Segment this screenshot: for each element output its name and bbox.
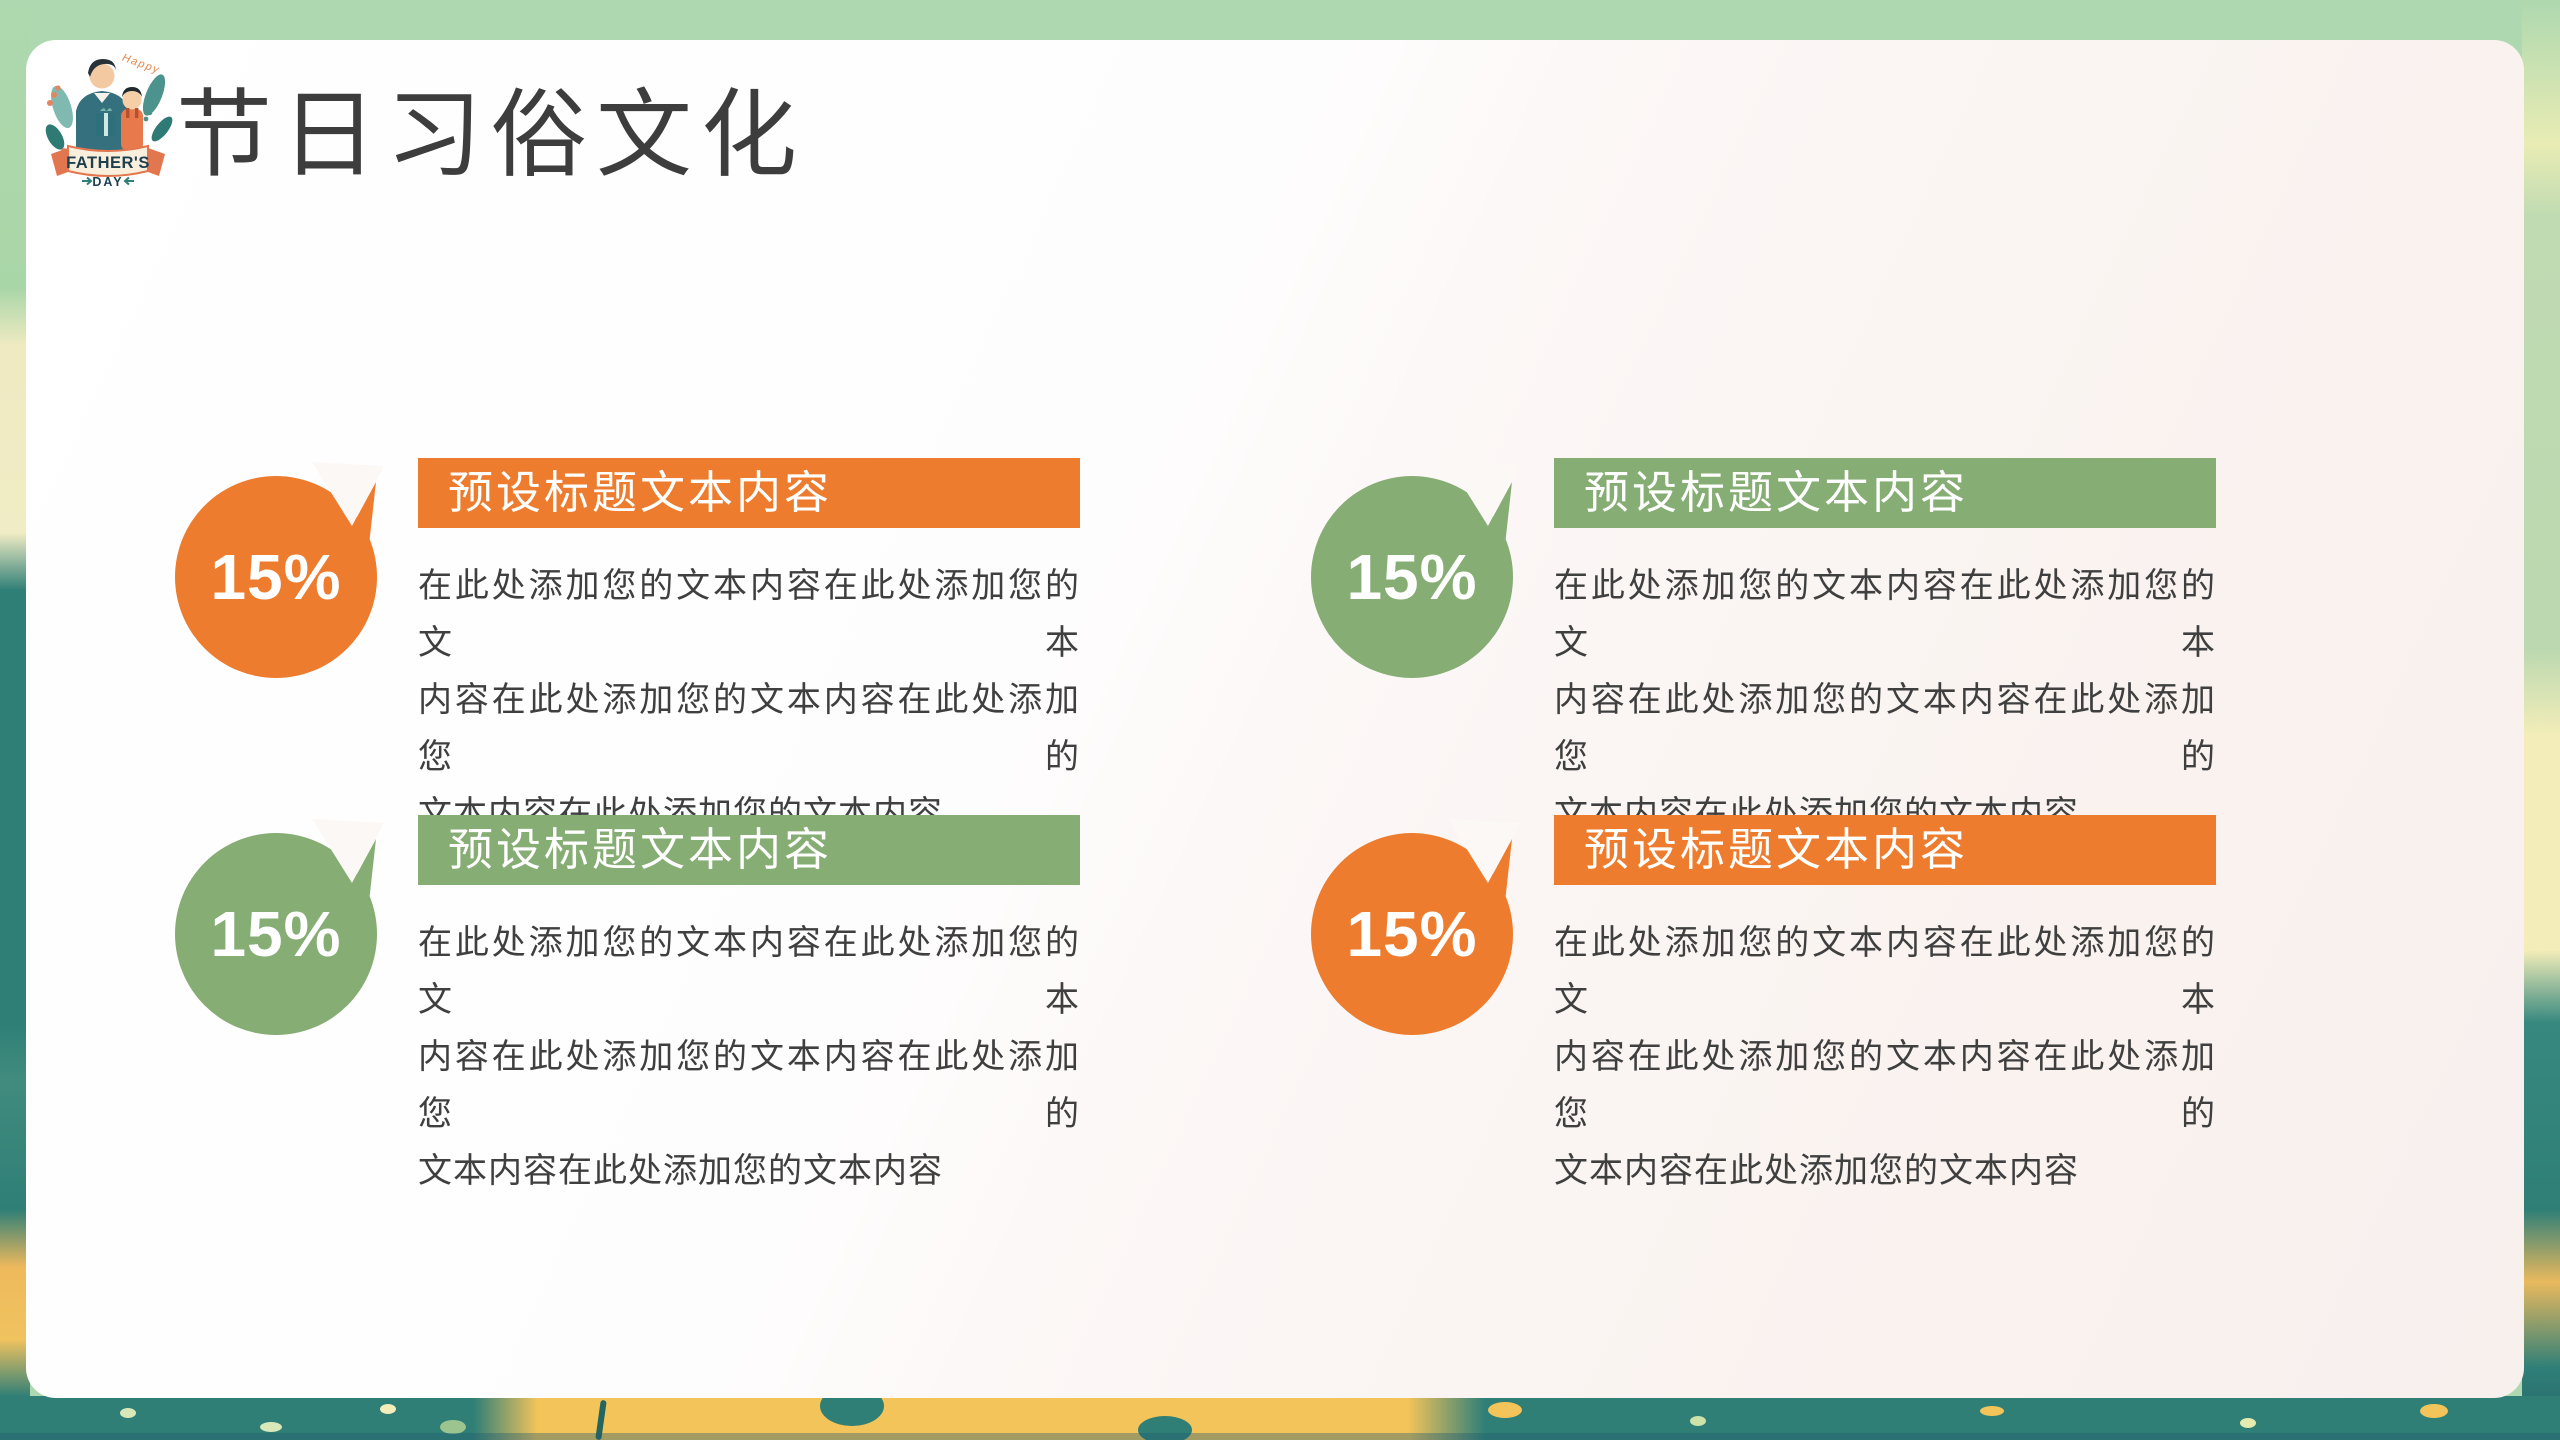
border-art-bottom xyxy=(0,1396,2560,1440)
block-heading-bar: 预设标题文本内容 xyxy=(1554,815,2216,885)
paint-speckle xyxy=(440,1420,466,1434)
paint-speckle xyxy=(2240,1418,2256,1428)
stat-block: 15% 预设标题文本内容 在此处添加您的文本内容在此处添加您的文本 内容在此处添… xyxy=(170,815,1080,1200)
paint-speckle xyxy=(260,1422,282,1432)
percent-badge: 15% xyxy=(1306,815,1536,1055)
paint-speckle xyxy=(1980,1406,2004,1416)
stat-block: 15% 预设标题文本内容 在此处添加您的文本内容在此处添加您的文本 内容在此处添… xyxy=(170,458,1080,843)
body-line: 内容在此处添加您的文本内容在此处添加您的 xyxy=(418,1038,1080,1133)
speech-bubble-icon xyxy=(1311,819,1520,1035)
logo-ribbon: FATHER'S xyxy=(51,144,165,177)
paint-speckle xyxy=(1690,1416,1706,1426)
block-content: 预设标题文本内容 在此处添加您的文本内容在此处添加您的文本 内容在此处添加您的文… xyxy=(418,458,1080,843)
logo-son xyxy=(121,87,143,151)
block-heading-label: 预设标题文本内容 xyxy=(1584,824,1969,875)
percent-badge: 15% xyxy=(1306,458,1536,698)
percent-badge: 15% xyxy=(170,815,400,1055)
block-body: 在此处添加您的文本内容在此处添加您的文本 内容在此处添加您的文本内容在此处添加您… xyxy=(1554,915,2216,1200)
paint-speckle xyxy=(380,1404,396,1414)
percent-value: 15% xyxy=(210,541,342,613)
block-heading-bar: 预设标题文本内容 xyxy=(418,458,1080,528)
stat-block: 15% 预设标题文本内容 在此处添加您的文本内容在此处添加您的文本 内容在此处添… xyxy=(1306,815,2216,1200)
block-body: 在此处添加您的文本内容在此处添加您的文本 内容在此处添加您的文本内容在此处添加您… xyxy=(418,558,1080,843)
body-line: 在此处添加您的文本内容在此处添加您的文本 xyxy=(1554,567,2216,662)
stat-block: 15% 预设标题文本内容 在此处添加您的文本内容在此处添加您的文本 内容在此处添… xyxy=(1306,458,2216,843)
speech-bubble-icon xyxy=(1311,462,1520,678)
body-line: 内容在此处添加您的文本内容在此处添加您的 xyxy=(1554,1038,2216,1133)
logo-gift xyxy=(96,108,115,136)
body-line: 文本内容在此处添加您的文本内容 xyxy=(1554,1152,2079,1190)
percent-value: 15% xyxy=(1346,541,1478,613)
body-line: 在此处添加您的文本内容在此处添加您的文本 xyxy=(1554,924,2216,1019)
paint-speckle xyxy=(2420,1404,2448,1418)
border-art-right xyxy=(2522,0,2560,1440)
block-heading-bar: 预设标题文本内容 xyxy=(1554,458,2216,528)
block-heading-label: 预设标题文本内容 xyxy=(1584,467,1969,518)
logo-leaves xyxy=(45,74,173,154)
speech-bubble-icon xyxy=(175,462,384,678)
border-art-left xyxy=(0,0,30,1440)
paint-blob xyxy=(820,1396,884,1426)
block-content: 预设标题文本内容 在此处添加您的文本内容在此处添加您的文本 内容在此处添加您的文… xyxy=(418,815,1080,1200)
percent-value: 15% xyxy=(1346,898,1478,970)
body-line: 在此处添加您的文本内容在此处添加您的文本 xyxy=(418,567,1080,662)
body-line: 在此处添加您的文本内容在此处添加您的文本 xyxy=(418,924,1080,1019)
block-heading-label: 预设标题文本内容 xyxy=(448,467,833,518)
percent-badge: 15% xyxy=(170,458,400,698)
block-body: 在此处添加您的文本内容在此处添加您的文本 内容在此处添加您的文本内容在此处添加您… xyxy=(418,915,1080,1200)
paint-blob xyxy=(1138,1416,1192,1440)
body-line: 内容在此处添加您的文本内容在此处添加您的 xyxy=(418,681,1080,776)
paint-speckle xyxy=(120,1408,136,1418)
block-heading-bar: 预设标题文本内容 xyxy=(418,815,1080,885)
slide-card xyxy=(26,40,2524,1398)
page-title: 节日习俗文化 xyxy=(176,82,806,189)
body-line: 内容在此处添加您的文本内容在此处添加您的 xyxy=(1554,681,2216,776)
speech-bubble-icon xyxy=(175,819,384,1035)
block-content: 预设标题文本内容 在此处添加您的文本内容在此处添加您的文本 内容在此处添加您的文… xyxy=(1554,458,2216,843)
logo-day-text: DAY xyxy=(92,175,123,188)
paint-blob xyxy=(595,1399,607,1440)
logo-banner-text: FATHER'S xyxy=(66,154,150,172)
block-body: 在此处添加您的文本内容在此处添加您的文本 内容在此处添加您的文本内容在此处添加您… xyxy=(1554,558,2216,843)
block-heading-label: 预设标题文本内容 xyxy=(448,824,833,875)
block-content: 预设标题文本内容 在此处添加您的文本内容在此处添加您的文本 内容在此处添加您的文… xyxy=(1554,815,2216,1200)
logo-happy-text: Happy xyxy=(121,52,162,77)
paint-speckle xyxy=(1488,1402,1522,1418)
percent-value: 15% xyxy=(210,898,342,970)
body-line: 文本内容在此处添加您的文本内容 xyxy=(418,1152,943,1190)
fathers-day-logo: FATHER'S DAY Happy xyxy=(45,52,173,188)
logo-father xyxy=(76,59,128,151)
logo-day-row: DAY xyxy=(82,175,134,188)
